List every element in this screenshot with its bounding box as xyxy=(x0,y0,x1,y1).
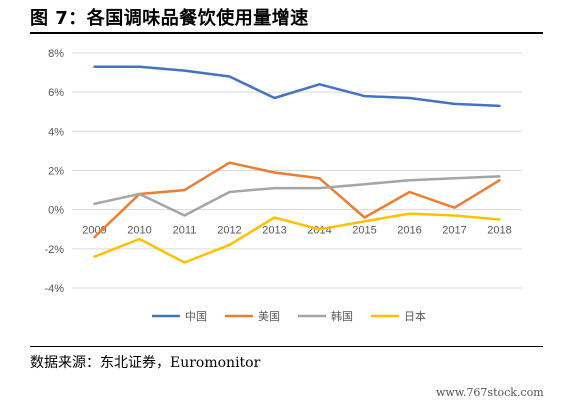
y-axis-ticks: 8% 6% 4% 2% 0% -2% -4% xyxy=(44,48,64,295)
line-chart: 8% 6% 4% 2% 0% -2% -4% 2009 2010 2011 2012 2013 201… xyxy=(44,48,522,323)
title-rule xyxy=(30,32,543,34)
x-tick-label: 2009 xyxy=(82,225,106,237)
series-line-4 xyxy=(93,212,501,264)
figure-title: 图 7：各国调味品餐饮使用量增速 xyxy=(30,8,309,29)
series-lines xyxy=(93,65,501,264)
y-tick-label: 8% xyxy=(48,48,64,60)
x-tick-label: 2013 xyxy=(262,225,286,237)
source-note: 数据来源：东北证券，Euromonitor xyxy=(30,355,261,371)
legend-label: 日本 xyxy=(404,309,426,323)
series-line-3 xyxy=(93,175,501,217)
series-line-2 xyxy=(93,161,501,239)
watermark: www.767stock.com xyxy=(436,386,544,399)
legend: 中国 美国 韩国 日本 xyxy=(152,309,426,323)
legend-label: 中国 xyxy=(185,310,207,323)
gridlines xyxy=(72,52,522,289)
y-tick-label: -4% xyxy=(44,283,64,295)
y-tick-label: -2% xyxy=(44,244,64,256)
y-tick-label: 4% xyxy=(48,126,64,138)
source-rule xyxy=(30,346,543,347)
x-tick-label: 2011 xyxy=(173,225,197,237)
x-tick-label: 2016 xyxy=(397,225,421,237)
legend-label: 美国 xyxy=(258,310,280,323)
x-tick-label: 2012 xyxy=(217,225,241,237)
x-tick-label: 2017 xyxy=(442,225,466,237)
x-tick-label: 2010 xyxy=(127,225,151,237)
x-tick-label: 2018 xyxy=(487,225,511,237)
y-tick-label: 6% xyxy=(48,87,64,99)
series-line-1 xyxy=(93,65,501,108)
x-axis-ticks: 2009 2010 2011 2012 2013 2014 2015 2016 2017 2018 xyxy=(82,225,511,237)
y-tick-label: 2% xyxy=(48,166,64,178)
y-tick-label: 0% xyxy=(48,205,64,217)
x-tick-label: 2015 xyxy=(352,225,376,237)
legend-label: 韩国 xyxy=(331,309,353,323)
